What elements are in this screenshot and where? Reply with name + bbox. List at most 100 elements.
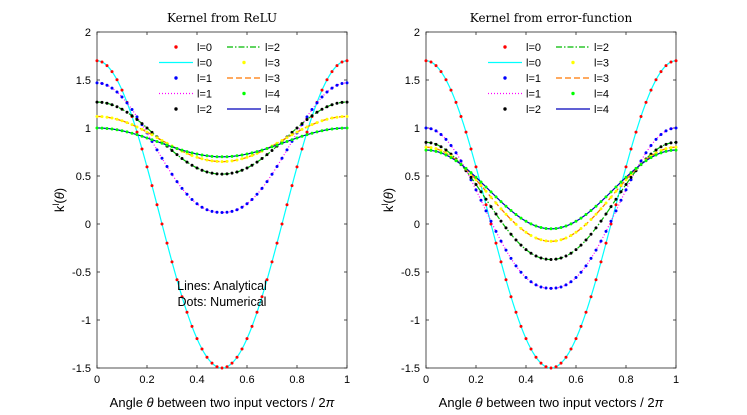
data-point-l=4 xyxy=(634,166,638,170)
data-point-l=4 xyxy=(335,126,339,130)
data-point-l=4 xyxy=(549,227,553,231)
data-point-l=4 xyxy=(100,126,104,130)
data-point-l=4 xyxy=(599,200,603,204)
data-point-l=0 xyxy=(569,347,573,351)
data-point-l=2 xyxy=(170,148,174,152)
data-point-l=0 xyxy=(225,365,229,369)
data-point-l=1 xyxy=(619,198,623,202)
data-point-l=1 xyxy=(459,159,463,163)
chart-title: Kernel from ReLU xyxy=(167,11,277,25)
data-point-l=0 xyxy=(175,278,179,282)
data-point-l=3 xyxy=(250,153,254,157)
data-point-l=4 xyxy=(155,140,159,143)
data-point-l=4 xyxy=(539,226,543,230)
data-point-l=4 xyxy=(669,148,673,152)
data-point-l=4 xyxy=(444,153,448,157)
legend-marker xyxy=(174,76,178,80)
data-point-l=3 xyxy=(569,233,573,237)
data-point-l=3 xyxy=(524,230,528,234)
legend-label: l=4 xyxy=(265,89,280,101)
data-point-l=4 xyxy=(325,128,329,132)
axes-frame xyxy=(96,31,348,369)
data-point-l=0 xyxy=(499,260,503,264)
data-point-l=2 xyxy=(185,160,189,164)
data-point-l=4 xyxy=(614,185,618,189)
data-point-l=0 xyxy=(519,324,523,328)
y-tick-label: -1 xyxy=(81,315,91,327)
data-point-l=1 xyxy=(185,192,189,196)
data-point-l=1 xyxy=(245,202,249,206)
data-point-l=2 xyxy=(190,163,194,167)
data-point-l=3 xyxy=(125,121,129,125)
data-point-l=2 xyxy=(499,219,503,223)
data-point-l=1 xyxy=(444,137,448,141)
data-point-l=2 xyxy=(609,205,613,209)
data-point-l=2 xyxy=(175,153,179,157)
data-point-l=0 xyxy=(150,184,154,188)
data-point-l=0 xyxy=(589,295,593,299)
data-point-l=1 xyxy=(429,127,433,131)
data-point-l=0 xyxy=(210,361,214,365)
data-point-l=1 xyxy=(155,148,159,152)
data-point-l=3 xyxy=(659,149,663,152)
data-point-l=3 xyxy=(160,138,164,142)
data-point-l=2 xyxy=(669,141,673,145)
data-point-l=1 xyxy=(260,186,264,190)
data-point-l=2 xyxy=(290,130,294,134)
data-point-l=1 xyxy=(604,229,608,233)
data-point-l=1 xyxy=(654,137,658,141)
data-point-l=1 xyxy=(589,256,593,260)
data-point-l=1 xyxy=(489,219,493,223)
data-point-l=1 xyxy=(235,208,239,212)
data-point-l=2 xyxy=(469,175,473,179)
data-point-l=3 xyxy=(529,233,533,237)
data-point-l=0 xyxy=(584,310,588,314)
data-point-l=1 xyxy=(674,126,678,130)
data-point-l=4 xyxy=(584,213,588,217)
data-point-l=1 xyxy=(135,115,139,119)
data-point-l=0 xyxy=(185,310,189,314)
legend-label: l=0 xyxy=(197,42,212,54)
legend-label: l=2 xyxy=(526,104,541,116)
data-point-l=0 xyxy=(340,60,344,64)
data-point-l=4 xyxy=(220,155,224,159)
legend-label: l=4 xyxy=(594,104,609,116)
data-point-l=4 xyxy=(110,127,114,131)
data-point-l=3 xyxy=(504,212,508,216)
data-point-l=4 xyxy=(225,155,229,159)
data-point-l=0 xyxy=(195,337,199,341)
data-point-l=0 xyxy=(559,361,563,365)
data-point-l=2 xyxy=(270,148,274,152)
data-point-l=3 xyxy=(429,146,433,150)
legend-label: l=4 xyxy=(265,104,280,116)
panel-erf: Kernel from error-function 0 0.2 0.4 0.6 0.8… xyxy=(380,11,679,410)
data-point-l=1 xyxy=(554,286,558,290)
data-point-l=1 xyxy=(275,164,279,168)
data-point-l=0 xyxy=(554,365,558,369)
data-point-l=2 xyxy=(559,256,563,260)
data-point-l=0 xyxy=(639,114,643,118)
legend-label: l=3 xyxy=(594,73,609,85)
data-point-l=4 xyxy=(185,150,189,154)
data-point-l=0 xyxy=(275,241,279,245)
data-point-l=0 xyxy=(280,222,284,226)
legend-label: l=0 xyxy=(526,58,541,70)
data-point-l=3 xyxy=(579,227,583,231)
data-point-l=4 xyxy=(160,141,164,145)
data-point-l=3 xyxy=(340,115,344,119)
data-point-l=4 xyxy=(569,222,573,226)
data-point-l=1 xyxy=(160,156,164,160)
legend-label: l=1 xyxy=(197,73,212,85)
data-point-l=4 xyxy=(175,147,179,151)
data-point-l=0 xyxy=(674,59,678,63)
data-point-l=4 xyxy=(190,151,194,155)
data-point-l=1 xyxy=(240,205,244,209)
data-point-l=4 xyxy=(315,130,319,134)
data-point-l=2 xyxy=(554,257,558,261)
data-point-l=2 xyxy=(95,100,99,104)
data-point-l=0 xyxy=(290,184,294,188)
data-point-l=3 xyxy=(320,119,324,123)
data-point-l=3 xyxy=(115,117,119,121)
data-point-l=0 xyxy=(654,78,658,82)
data-point-l=1 xyxy=(255,192,259,196)
